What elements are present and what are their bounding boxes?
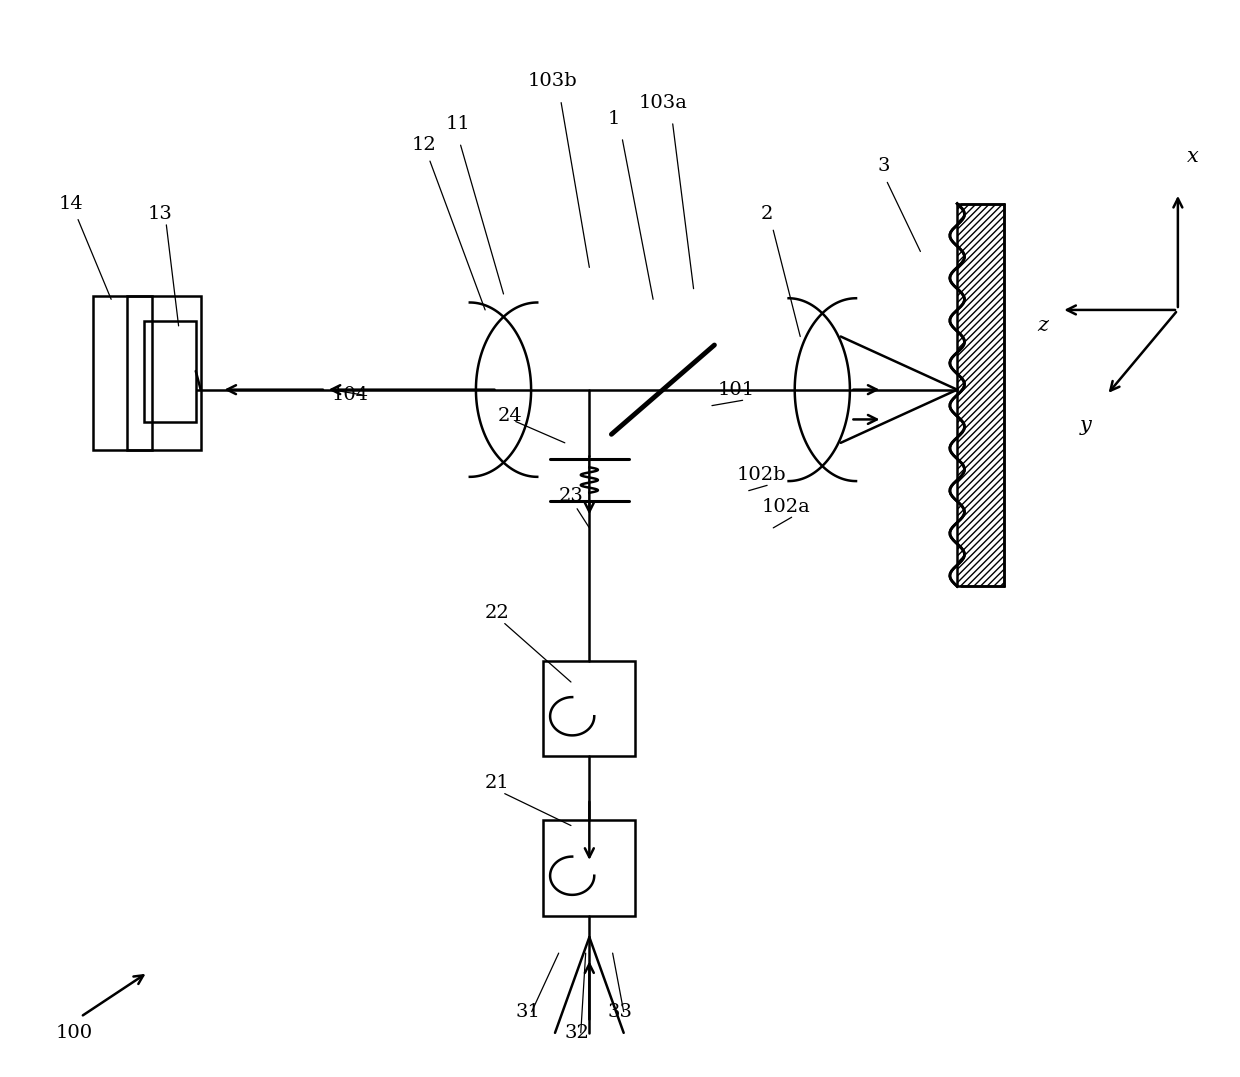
Text: 33: 33 xyxy=(608,1003,632,1021)
Text: 1: 1 xyxy=(608,110,620,127)
Text: 22: 22 xyxy=(485,604,510,621)
Text: 2: 2 xyxy=(761,206,774,223)
Text: 104: 104 xyxy=(331,386,368,404)
Text: 24: 24 xyxy=(497,407,522,425)
Text: 103b: 103b xyxy=(528,72,578,90)
Text: 3: 3 xyxy=(878,157,890,176)
Bar xyxy=(543,821,635,915)
Text: 101: 101 xyxy=(718,380,755,398)
Bar xyxy=(957,204,1003,586)
Text: 102b: 102b xyxy=(737,465,786,484)
Text: 103a: 103a xyxy=(639,94,687,112)
Text: 13: 13 xyxy=(148,206,172,223)
Text: z: z xyxy=(1038,317,1049,335)
Text: x: x xyxy=(1187,148,1199,167)
Text: 14: 14 xyxy=(58,195,83,212)
Text: y: y xyxy=(1080,416,1091,435)
Bar xyxy=(93,296,151,450)
Text: 12: 12 xyxy=(412,136,436,154)
Text: 32: 32 xyxy=(564,1024,589,1041)
Bar xyxy=(144,321,196,421)
Bar xyxy=(128,296,201,450)
Text: 11: 11 xyxy=(445,115,470,132)
Text: 100: 100 xyxy=(56,1024,93,1041)
Bar xyxy=(543,661,635,756)
Text: 21: 21 xyxy=(485,774,510,792)
Text: 102a: 102a xyxy=(761,498,810,516)
Text: 23: 23 xyxy=(558,487,583,505)
Text: 31: 31 xyxy=(516,1003,541,1021)
